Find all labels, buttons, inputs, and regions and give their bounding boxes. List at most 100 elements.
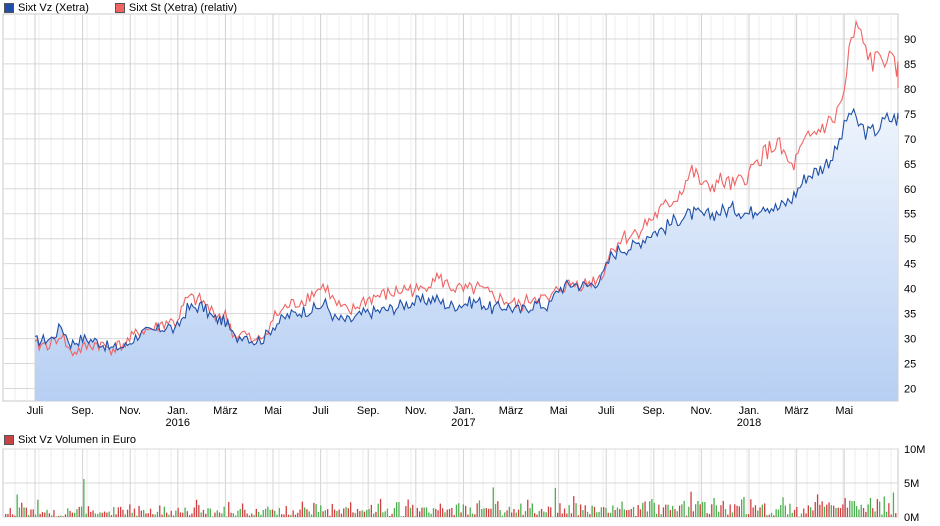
volume-bar <box>437 510 439 517</box>
volume-bar <box>384 511 386 517</box>
volume-bar <box>837 507 839 517</box>
volume-bar <box>504 512 506 517</box>
volume-bar <box>658 504 660 517</box>
volume-bar <box>738 506 740 517</box>
volume-bar <box>485 508 487 517</box>
volume-bars <box>5 479 897 517</box>
volume-bar <box>816 494 819 517</box>
volume-bar <box>676 511 678 517</box>
legend-label-volume: Sixt Vz Volumen in Euro <box>18 434 137 446</box>
volume-bar <box>129 504 131 517</box>
volume-bar <box>97 514 99 517</box>
volume-bar <box>745 514 747 517</box>
volume-bar <box>766 515 768 517</box>
volume-bar <box>106 512 108 517</box>
volume-bar <box>685 515 688 517</box>
volume-bar <box>389 515 391 517</box>
volume-bar <box>497 501 499 517</box>
volume-y-tick-label: 5M <box>904 478 919 490</box>
legend-item-sixt-st: Sixt St (Xetra) (relativ) <box>114 2 237 14</box>
volume-bar <box>359 511 361 517</box>
volume-bar <box>596 512 598 517</box>
volume-bar <box>600 507 602 517</box>
sixt-st-line <box>34 19 899 357</box>
volume-bar <box>513 509 515 517</box>
volume-bar <box>290 514 292 517</box>
volume-bar <box>701 501 704 517</box>
volume-bar <box>743 496 745 517</box>
volume-bar <box>41 512 44 517</box>
volume-bar <box>531 503 533 517</box>
volume-bar <box>239 508 241 517</box>
volume-bar <box>708 513 711 517</box>
volume-bar <box>271 509 274 517</box>
volume-bar <box>228 501 230 517</box>
volume-bar <box>876 499 878 517</box>
volume-bar <box>248 515 251 517</box>
y-tick-label: 45 <box>904 259 916 271</box>
volume-bar <box>511 512 513 517</box>
volume-bar <box>175 510 177 517</box>
y-tick-label: 75 <box>904 109 916 121</box>
volume-bar <box>559 503 561 517</box>
volume-bar <box>575 503 577 517</box>
volume-bar <box>99 512 101 517</box>
x-tick-label: Juli <box>312 405 329 417</box>
volume-bar <box>862 508 865 517</box>
volume-bar <box>124 514 126 517</box>
sixt-vz-line <box>34 107 899 353</box>
volume-bar <box>828 502 830 517</box>
volume-bar <box>396 502 398 517</box>
x-tick-label: Sep. <box>642 405 665 417</box>
volume-bar <box>327 509 329 517</box>
volume-bar <box>554 487 556 517</box>
volume-bar <box>30 509 32 517</box>
volume-bar <box>706 513 708 517</box>
volume-bar <box>768 514 770 517</box>
volume-bar <box>320 505 322 517</box>
volume-bar <box>14 515 16 517</box>
y-tick-label: 90 <box>904 34 916 46</box>
volume-bar <box>481 509 483 517</box>
volume-bar <box>476 503 478 517</box>
volume-bar <box>69 510 71 517</box>
volume-bar <box>7 513 9 517</box>
x-tick-label: Sep. <box>357 405 380 417</box>
volume-bar <box>890 514 892 517</box>
volume-bar <box>888 503 890 517</box>
volume-bar <box>490 508 492 517</box>
volume-bar <box>276 514 278 517</box>
volume-bar <box>839 508 842 517</box>
legend-item-sixt-vz: Sixt Vz (Xetra) <box>4 2 89 14</box>
x-tick-label: März <box>784 405 808 417</box>
legend-swatch-sixt-st <box>114 3 125 13</box>
legend-swatch-volume <box>4 435 14 445</box>
volume-bar <box>718 511 720 517</box>
volume-bar <box>623 509 625 517</box>
volume-bar <box>131 512 133 517</box>
volume-bar <box>879 501 881 517</box>
y-tick-label: 85 <box>904 59 916 71</box>
volume-bar <box>423 507 425 517</box>
volume-bar <box>612 505 614 517</box>
volume-bar <box>306 509 308 517</box>
volume-bar <box>851 501 853 517</box>
volume-bar <box>540 508 543 517</box>
volume-bar <box>67 508 69 517</box>
volume-bar <box>414 516 416 517</box>
volume-bar <box>589 514 591 517</box>
volume-bar <box>138 505 140 517</box>
volume-bar <box>368 509 370 517</box>
y-tick-label: 65 <box>904 159 916 171</box>
volume-bar <box>741 499 743 517</box>
volume-bar <box>777 509 780 517</box>
y-tick-label: 60 <box>904 184 916 196</box>
volume-bar <box>586 511 589 517</box>
volume-bar <box>435 508 437 517</box>
volume-bar <box>584 505 586 517</box>
volume-bar <box>807 505 809 517</box>
volume-bar <box>64 514 67 517</box>
volume-bar <box>336 511 338 517</box>
volume-bar <box>550 507 552 517</box>
volume-bar <box>547 506 550 517</box>
